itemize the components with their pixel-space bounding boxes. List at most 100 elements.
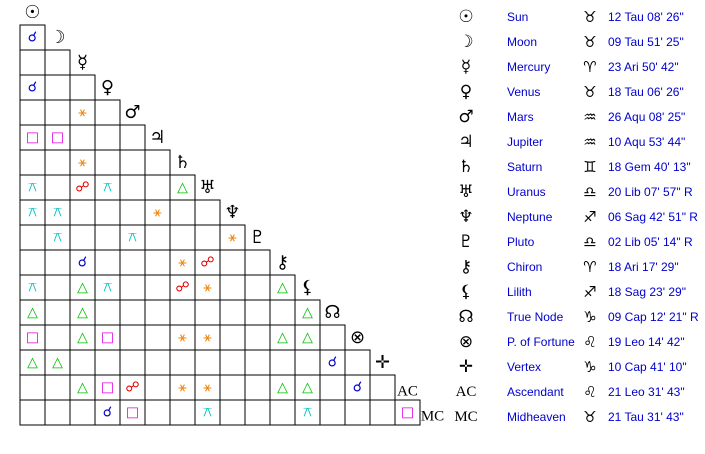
aspect-symbol: ⚻ (203, 405, 212, 421)
grid-cell (219, 299, 246, 326)
grid-cell (119, 249, 146, 276)
planet-position: 18 Tau 06' 26" (608, 85, 684, 99)
sign-glyph: ♎ (583, 233, 596, 251)
aspect-symbol: ☌ (28, 80, 37, 96)
planet-name: P. of Fortune (507, 335, 575, 349)
planet-position: 09 Tau 51' 25" (608, 35, 684, 49)
grid-cell (44, 49, 71, 76)
grid-cell (44, 174, 71, 201)
grid-cell (194, 199, 221, 226)
grid-cell (169, 399, 196, 426)
grid-cell (169, 224, 196, 251)
planet-glyph: ♇ (458, 232, 473, 252)
grid-planet-glyph: MC (421, 409, 444, 425)
aspect-symbol: ☍ (200, 255, 214, 271)
sign-glyph: ♉ (583, 83, 596, 101)
aspect-symbol: ⚻ (28, 280, 37, 296)
aspect-symbol: △ (27, 305, 38, 321)
aspect-symbol: △ (277, 380, 288, 396)
grid-cell (19, 324, 46, 351)
grid-cell (169, 174, 196, 201)
planet-position: 02 Lib 05' 14" R (608, 235, 693, 249)
grid-cell (69, 74, 96, 101)
grid-cell (394, 399, 421, 426)
aspect-symbol: △ (52, 355, 63, 371)
planet-position: 20 Lib 07' 57" R (608, 185, 693, 199)
aspect-symbol: ⚹ (203, 330, 212, 346)
grid-cell (69, 149, 96, 176)
grid-cell (44, 99, 71, 126)
planet-glyph: ⚸ (460, 282, 472, 302)
aspect-symbol: □ (126, 405, 139, 421)
grid-cell (19, 399, 46, 426)
sign-glyph: ♌ (583, 333, 596, 351)
planet-position: 23 Ari 50' 42" (608, 60, 679, 74)
grid-cell (144, 349, 171, 376)
grid-cell (44, 274, 71, 301)
planet-name: Vertex (507, 360, 541, 374)
grid-cell (119, 274, 146, 301)
planet-position: 26 Aqu 08' 25" (608, 110, 685, 124)
grid-planet-glyph: ♂ (124, 102, 140, 123)
grid-cell (219, 274, 246, 301)
grid-cell (44, 224, 71, 251)
grid-cell (369, 374, 396, 401)
grid-cell (44, 349, 71, 376)
grid-cell (369, 399, 396, 426)
sign-glyph: ♒ (583, 133, 596, 151)
aspect-symbol: △ (77, 380, 88, 396)
grid-cell (19, 349, 46, 376)
grid-planet-glyph: ♄ (174, 152, 190, 173)
grid-cell (244, 249, 271, 276)
planet-name: Jupiter (507, 135, 543, 149)
grid-cell (94, 399, 121, 426)
grid-cell (269, 399, 296, 426)
grid-planet-glyph: ♀ (101, 77, 114, 98)
grid-cell (119, 349, 146, 376)
grid-cell (44, 374, 71, 401)
grid-planet-glyph: ⚸ (301, 277, 314, 298)
grid-cell (319, 399, 346, 426)
aspect-symbol: ⚹ (203, 280, 212, 296)
planet-name: Ascendant (507, 385, 564, 399)
grid-planet-glyph: ⊗ (350, 327, 365, 348)
grid-cell (144, 174, 171, 201)
grid-planet-glyph: AC (397, 384, 418, 400)
sign-glyph: ♉ (583, 8, 596, 26)
planet-glyph: ☽ (458, 32, 473, 52)
planet-name: Mercury (507, 60, 550, 74)
grid-planet-glyph: ♅ (199, 177, 215, 198)
grid-cell (19, 249, 46, 276)
grid-cell (294, 374, 321, 401)
planet-glyph: ♄ (458, 157, 473, 177)
grid-cell (144, 324, 171, 351)
planet-position: 21 Tau 31' 43" (608, 410, 684, 424)
grid-cell (194, 299, 221, 326)
aspect-symbol: △ (277, 330, 288, 346)
aspect-symbol: ☍ (175, 280, 189, 296)
aspect-symbol: ☌ (28, 30, 37, 46)
aspect-symbol: ☌ (103, 405, 112, 421)
grid-cell (19, 99, 46, 126)
aspect-symbol: ⚹ (178, 330, 187, 346)
planet-glyph: ✛ (459, 357, 473, 377)
planet-name: Lilith (507, 285, 532, 299)
grid-cell (169, 299, 196, 326)
sign-glyph: ♉ (583, 408, 596, 426)
grid-cell (69, 399, 96, 426)
grid-cell (69, 224, 96, 251)
grid-cell (244, 399, 271, 426)
grid-planet-glyph: ⚷ (276, 252, 289, 273)
grid-cell (94, 224, 121, 251)
grid-planet-glyph: ☉ (24, 2, 40, 23)
grid-cell (269, 349, 296, 376)
planet-position: 21 Leo 31' 43" (608, 385, 685, 399)
grid-planet-glyph: ♃ (149, 127, 165, 148)
grid-cell (44, 74, 71, 101)
grid-cell (194, 349, 221, 376)
sign-glyph: ♈ (583, 258, 596, 276)
grid-cell (119, 124, 146, 151)
grid-planet-glyph: ☿ (77, 52, 88, 73)
sign-glyph: ♉ (583, 33, 596, 51)
